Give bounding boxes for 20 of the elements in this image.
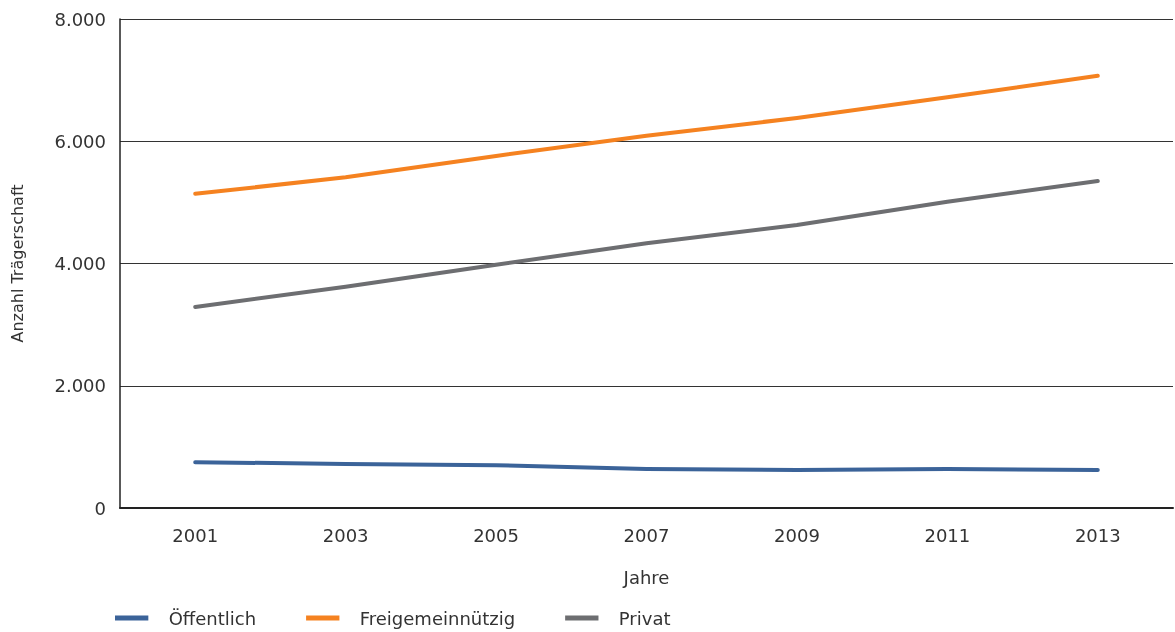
x-tick-label: 2005 <box>473 524 519 546</box>
x-tick-label: 2003 <box>322 524 369 546</box>
line-series <box>193 460 1100 473</box>
x-tick-label: 2011 <box>924 524 971 546</box>
x-tick-label: 2007 <box>623 524 670 546</box>
y-tick-label: 2.000 <box>54 375 106 397</box>
line-series <box>193 178 1100 309</box>
y-tick-label: 6.000 <box>54 130 106 152</box>
y-axis-title: Anzahl Trägerschaft <box>7 184 27 343</box>
x-tick-label: 2013 <box>1074 524 1121 546</box>
x-tick-label: 2001 <box>172 524 219 546</box>
line-series <box>193 73 1100 196</box>
y-tick-label: 8.000 <box>54 8 106 30</box>
legend-label: Privat <box>618 607 671 629</box>
legend-label: Öffentlich <box>168 607 257 629</box>
x-axis-title: Jahre <box>622 566 670 588</box>
y-tick-label: 0 <box>94 497 106 519</box>
y-tick-label: 4.000 <box>54 253 106 274</box>
x-tick-label: 2009 <box>774 524 820 546</box>
legend-label: Freigemeinnützig <box>359 607 516 629</box>
